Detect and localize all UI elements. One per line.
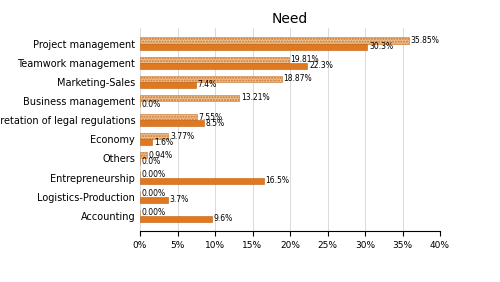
Bar <box>140 63 307 69</box>
Text: 0.00%: 0.00% <box>142 170 166 179</box>
Text: 9.6%: 9.6% <box>214 214 233 223</box>
Text: 0.00%: 0.00% <box>142 189 166 198</box>
Bar <box>140 82 196 88</box>
Bar <box>140 152 147 158</box>
Text: 0.0%: 0.0% <box>142 157 161 166</box>
Text: 8.5%: 8.5% <box>206 119 225 128</box>
Text: 0.00%: 0.00% <box>142 208 166 217</box>
Text: 30.3%: 30.3% <box>369 42 393 51</box>
Bar <box>140 57 288 63</box>
Text: 7.4%: 7.4% <box>198 80 216 89</box>
Text: 0.94%: 0.94% <box>149 151 173 160</box>
Text: 13.21%: 13.21% <box>241 93 270 102</box>
Text: 22.3%: 22.3% <box>309 61 333 70</box>
Text: 1.6%: 1.6% <box>154 138 173 147</box>
Bar <box>140 95 239 101</box>
Text: 0.0%: 0.0% <box>142 100 161 109</box>
Text: 16.5%: 16.5% <box>266 176 289 185</box>
Text: 35.85%: 35.85% <box>411 36 440 45</box>
Title: Need: Need <box>272 12 308 26</box>
Bar <box>140 43 367 50</box>
Bar <box>140 120 204 126</box>
Bar <box>140 38 409 43</box>
Bar <box>140 139 152 146</box>
Bar <box>140 133 168 139</box>
Bar <box>140 76 282 82</box>
Text: 3.77%: 3.77% <box>170 132 194 141</box>
Text: 19.81%: 19.81% <box>290 55 319 64</box>
Bar <box>140 178 264 184</box>
Bar <box>140 197 168 203</box>
Bar <box>140 114 196 120</box>
Text: 3.7%: 3.7% <box>170 195 189 204</box>
Text: 18.87%: 18.87% <box>284 74 312 83</box>
Bar <box>140 216 212 222</box>
Text: 7.55%: 7.55% <box>198 113 222 122</box>
